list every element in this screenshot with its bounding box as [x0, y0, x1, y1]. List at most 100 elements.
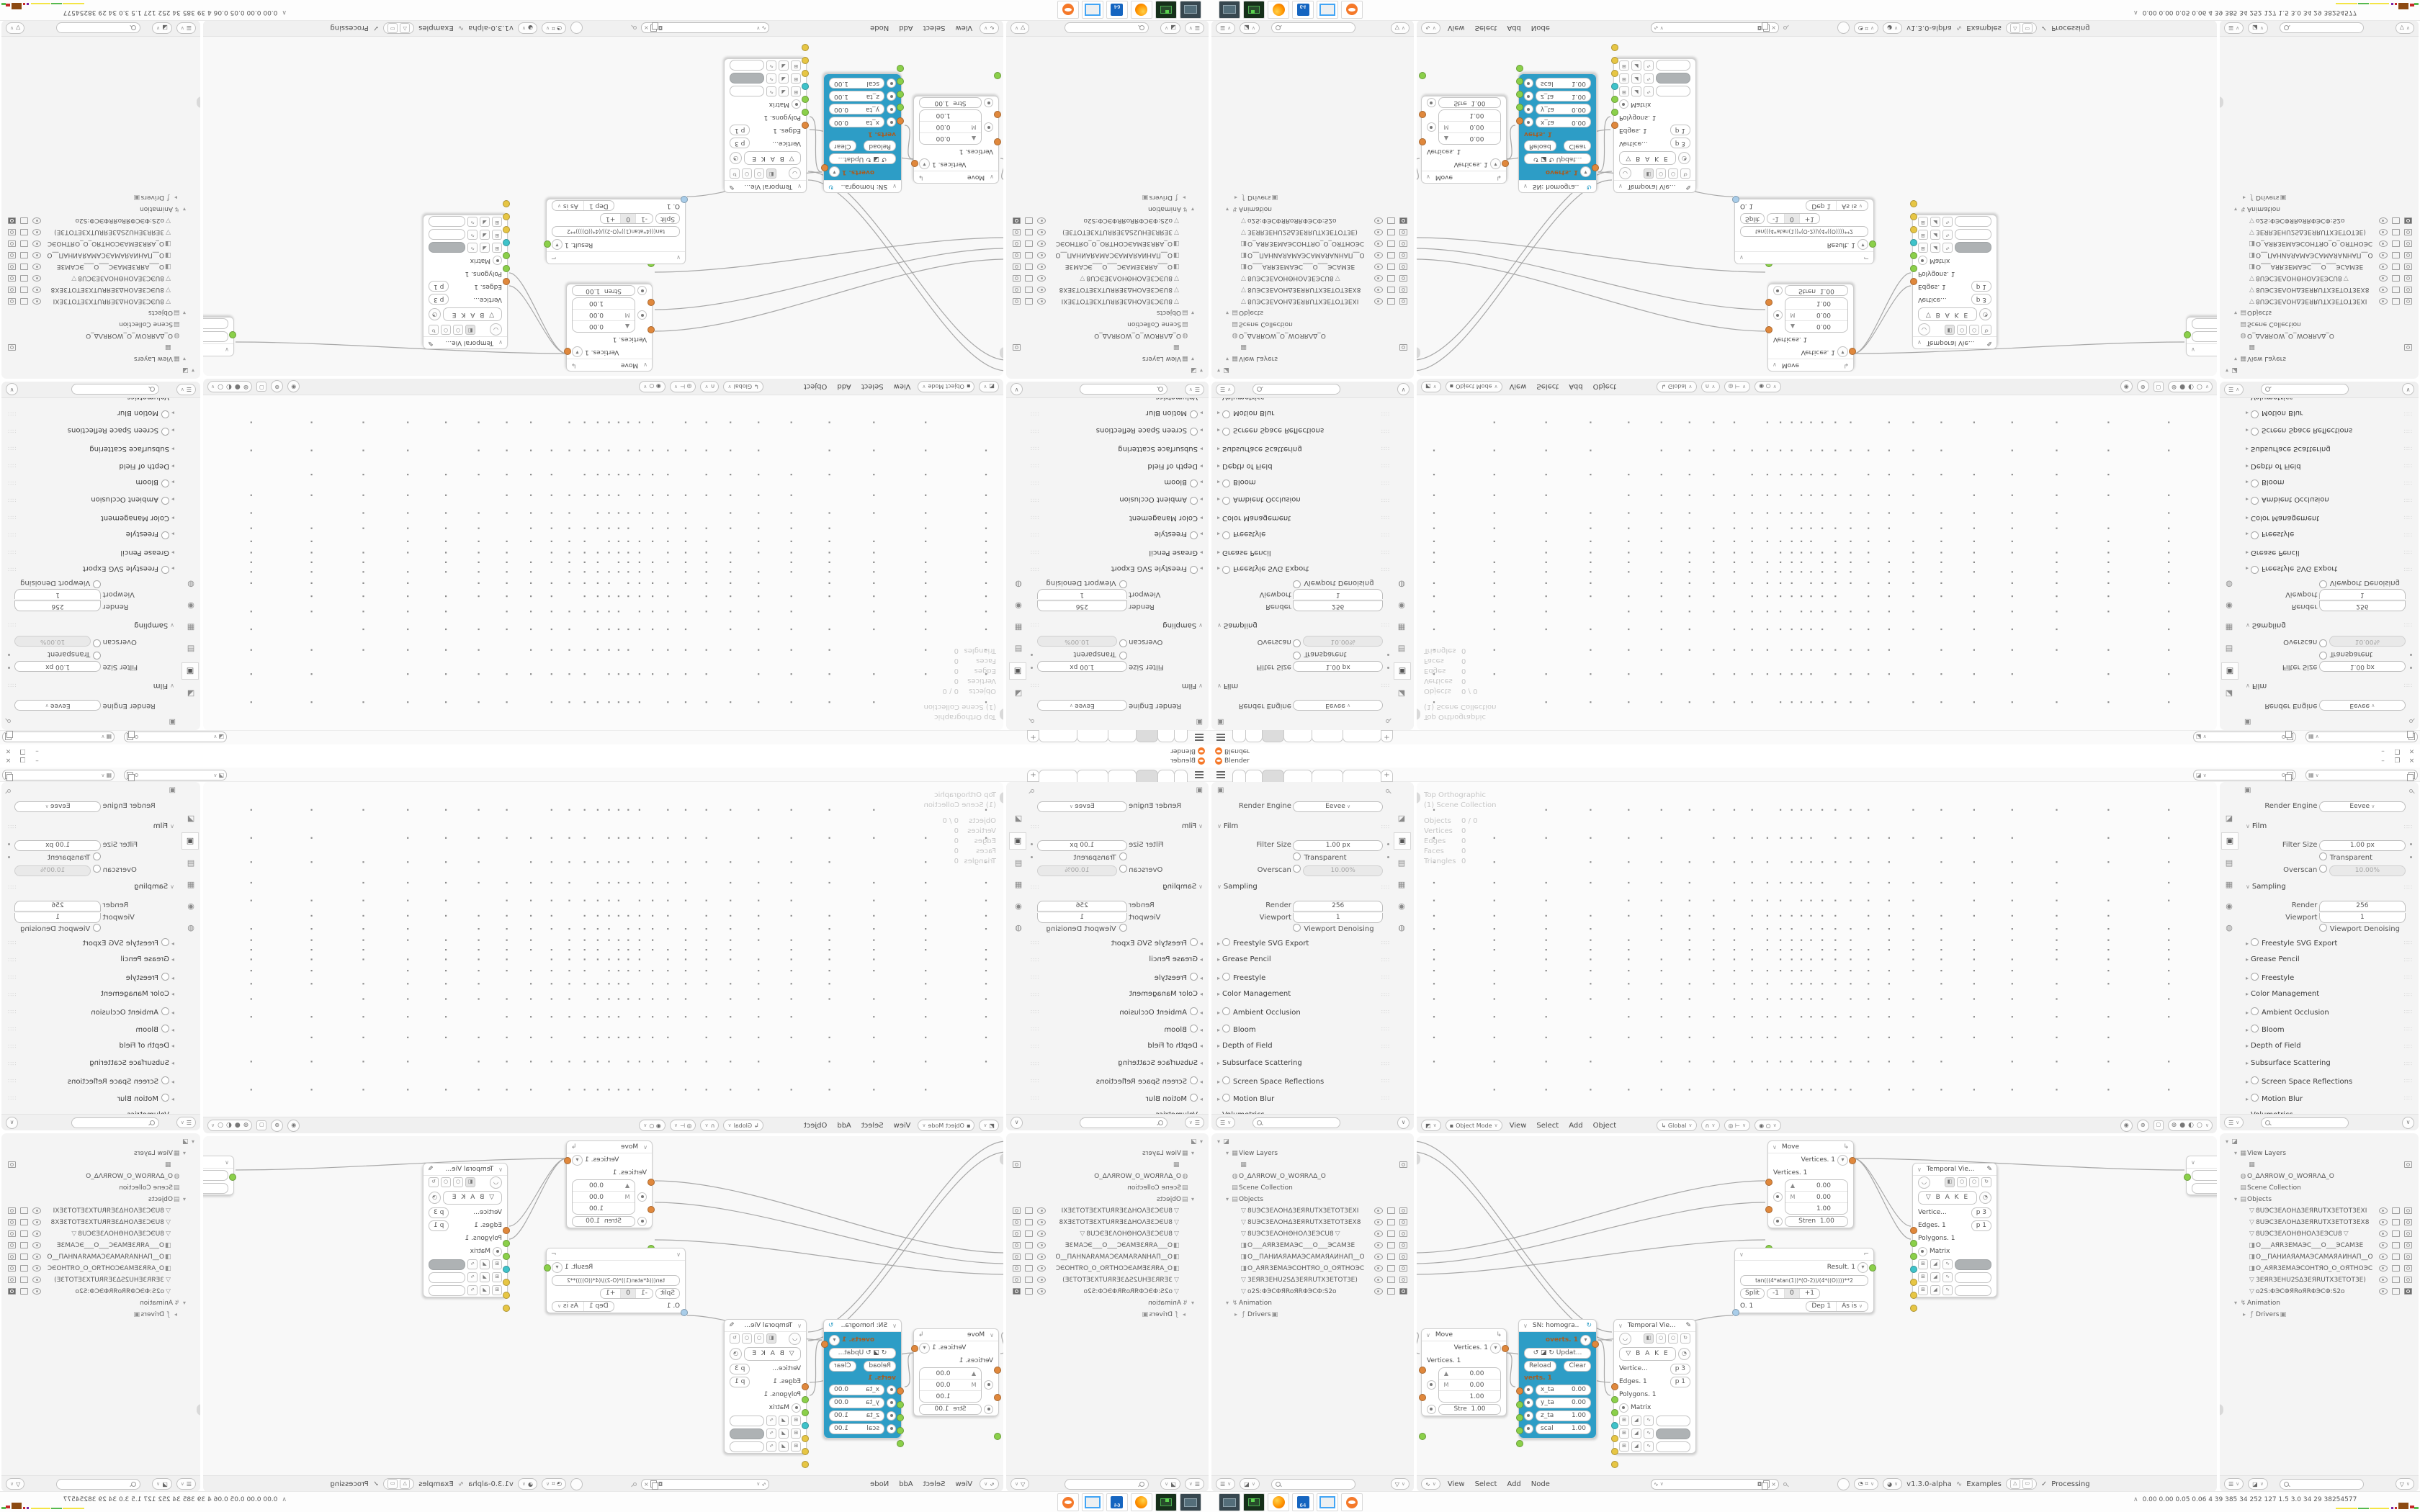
collapsed-section[interactable]: ▸Motion Blur — [1217, 1094, 1275, 1103]
curve-icon[interactable]: ∿ — [467, 230, 478, 240]
value-field[interactable]: M 0.00 — [1439, 1379, 1500, 1390]
node-temporal-vie-[interactable]: ∨ Temporal Vie... ✎ ◡ ◧ ○ ○ ↻ ▽ B A K E ◔ Vertice.… — [1910, 1163, 1997, 1312]
bake-button[interactable]: ▽ B A K E — [1918, 307, 1977, 322]
circle2-icon[interactable]: ○ — [1969, 325, 1979, 335]
viewlayer-field[interactable] — [13, 770, 99, 780]
strength-field[interactable]: Stre 1.00 — [919, 97, 982, 109]
plug-toggle-icon[interactable] — [1524, 104, 1533, 114]
collapsed-section[interactable]: ▸Freestyle — [1217, 530, 1266, 539]
hide-eye-toggle[interactable] — [1037, 252, 1046, 258]
outliner-row[interactable]: ▾◪ — [2223, 1136, 2416, 1148]
outliner-row[interactable]: ▸◍O_ΔΛЯROW_O_WOЯRΛΔ_O — [2223, 330, 2416, 341]
editor-type-button[interactable]: ☰ ∨ — [1216, 384, 1236, 395]
p-field[interactable]: p 3 — [730, 138, 750, 149]
outliner-row[interactable]: ▸▤Scene Collection — [2223, 1182, 2416, 1194]
prop-field[interactable]: 1 — [1037, 589, 1127, 599]
hide-eye-toggle[interactable] — [1037, 264, 1046, 270]
editor-type-button[interactable]: ☰ ∨ — [2224, 1117, 2244, 1128]
disable-viewport-toggle[interactable] — [1387, 1219, 1395, 1225]
shading-solid-icon[interactable]: ● — [234, 383, 241, 390]
workspace-tab-5[interactable] — [1077, 730, 1108, 742]
filter-button[interactable]: ▽ ∨ — [1010, 22, 1030, 34]
slot-field[interactable] — [429, 242, 465, 253]
node-socket-yellow[interactable] — [1910, 1279, 1917, 1286]
node-socket-teal[interactable] — [503, 1266, 510, 1273]
pin-icon[interactable] — [7, 719, 11, 723]
disable-viewport-toggle[interactable] — [2392, 264, 2400, 270]
grid-icon[interactable]: ⊞ — [1918, 230, 1928, 240]
mode-dropdown[interactable]: ▪ Object Mode ∨ — [1445, 1120, 1502, 1131]
outliner-row[interactable]: ▾◪ — [1009, 364, 1206, 376]
curve-icon[interactable]: ∿ — [1942, 243, 1953, 253]
collapsed-section[interactable]: ▸Grease Pencil — [1149, 549, 1203, 557]
circle-icon[interactable]: ○ — [453, 325, 463, 335]
value-field[interactable]: y_ta 0.00 — [829, 104, 884, 115]
paint-icon[interactable]: ◢ — [480, 1272, 490, 1282]
minimize-button[interactable]: – — [35, 747, 39, 755]
profile-buttons[interactable]: △ ▭ — [383, 1478, 415, 1490]
collapsed-section[interactable]: ▸Freestyle SVG Export — [1111, 564, 1203, 574]
scene-selector[interactable]: ◪ ∨ — [2193, 770, 2296, 781]
menu-node[interactable]: Node — [1531, 24, 1550, 32]
scene-selector[interactable]: ◪ ∨ — [2193, 732, 2296, 742]
snap-magnet-button[interactable]: ∩ ∨ — [700, 1120, 720, 1131]
properties-tab-render[interactable]: ▣ — [1009, 832, 1026, 850]
hide-eye-toggle[interactable] — [1037, 287, 1046, 293]
taskbar-icon-image-viewer[interactable] — [1317, 1493, 1338, 1511]
properties-tab-world[interactable]: ◍ — [187, 580, 194, 589]
workspace-tab-1[interactable] — [1174, 730, 1188, 742]
panel-tab[interactable] — [2220, 96, 2223, 108]
node-socket-orange[interactable] — [1611, 1383, 1618, 1390]
workspace-tab-4[interactable] — [1108, 730, 1137, 742]
menu-icon[interactable] — [1216, 739, 1225, 741]
prop-field[interactable]: 1 — [2318, 589, 2406, 599]
animate-dot[interactable] — [1387, 667, 1389, 669]
properties-tab-render[interactable]: ▣ — [2221, 832, 2238, 850]
collapsed-section[interactable]: ▸Subsurface Scattering — [1118, 445, 1203, 453]
node-socket-green[interactable] — [897, 91, 904, 98]
add-workspace-button[interactable]: + — [1027, 770, 1039, 782]
outliner-row[interactable]: ▸▽8UЭC3EΛOHΔ3EЯRUTX3ETOT3EX8 — [1009, 284, 1206, 295]
pin-icon[interactable] — [2409, 789, 2413, 793]
search-input[interactable] — [1065, 22, 1150, 34]
p-field[interactable]: p 1 — [730, 1376, 750, 1387]
value-field[interactable]: y_ta 0.00 — [1536, 104, 1591, 115]
node-socket-orange[interactable] — [503, 1227, 510, 1234]
workspace-tab-1[interactable] — [1174, 770, 1188, 782]
plug-toggle-icon[interactable] — [887, 1398, 896, 1408]
disable-viewport-toggle[interactable] — [20, 1207, 28, 1214]
plug-toggle-icon[interactable] — [1524, 91, 1533, 102]
maximize-button[interactable]: ❐ — [19, 747, 26, 755]
value-field[interactable]: ▲ 0.00 — [1790, 323, 1832, 330]
hide-eye-toggle[interactable] — [1037, 1207, 1046, 1214]
hide-eye-toggle[interactable] — [32, 1230, 41, 1237]
value-field[interactable]: z_ta 1.00 — [1536, 1410, 1591, 1421]
hide-eye-toggle[interactable] — [32, 217, 41, 224]
node-header[interactable]: ∨ ⌐ — [547, 1248, 685, 1261]
outliner-row[interactable]: ▸▽3EЯR3EHU2SΔ3EЯRUTX3ETOT3E) — [1009, 226, 1206, 238]
value-field[interactable]: x_ta 0.00 — [1536, 117, 1591, 128]
slot-field[interactable] — [1955, 1259, 1991, 1270]
outliner-row[interactable]: ▸◨O_AЯR3EMAЭCOHTЯO_O_OЯTHOЭC — [1009, 238, 1206, 249]
grid-icon[interactable]: ⊞ — [1918, 1285, 1928, 1295]
node-socket-green[interactable] — [1419, 72, 1426, 79]
hide-eye-toggle[interactable] — [1374, 1242, 1383, 1248]
prop-field[interactable]: 256 — [14, 901, 102, 912]
disable-viewport-toggle[interactable] — [1025, 1254, 1033, 1260]
outliner-row[interactable]: ▸◨O_AЯR3EMAЭCOHTЯO_O_OЯTHOЭC — [4, 1263, 197, 1274]
node-socket-orange[interactable] — [647, 1206, 655, 1213]
node-socket-yellow[interactable] — [802, 70, 809, 77]
render-camera-icon[interactable] — [1013, 1161, 1021, 1168]
menu-node[interactable]: Node — [870, 24, 889, 32]
taskbar-icon-firefox[interactable] — [1131, 1, 1152, 19]
refresh-icon[interactable]: ↻ — [1680, 168, 1690, 179]
disable-render-toggle[interactable] — [2404, 1242, 2412, 1248]
node-socket-yellow[interactable] — [802, 57, 809, 64]
fake-user-icon[interactable]: ◘ — [658, 24, 663, 32]
shading-wireframe-icon[interactable]: ⊕ — [243, 1122, 249, 1129]
panel-tab[interactable] — [2220, 1404, 2223, 1416]
disable-render-toggle[interactable] — [8, 275, 16, 282]
prop-field[interactable]: Eevee ∨ — [2318, 801, 2406, 812]
node-result[interactable]: ∨ ⌐ Result. 1 ▾ tan(((4*atan(1))*(O-2))/(4*(… — [1732, 196, 1876, 264]
